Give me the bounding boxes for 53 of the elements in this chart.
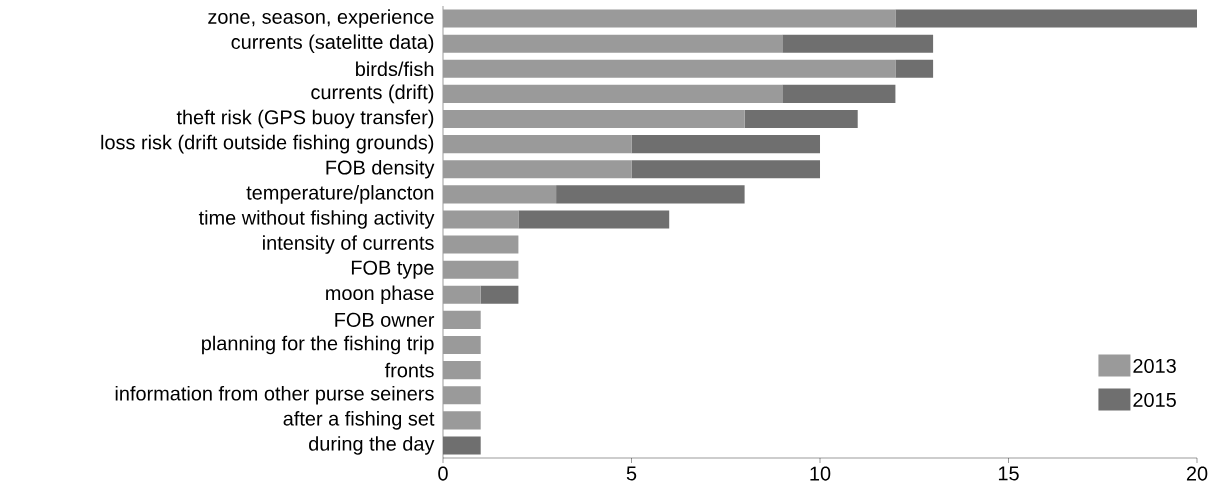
bar (443, 361, 481, 380)
bar (443, 109, 745, 129)
y-tick-label: FOB owner (335, 312, 435, 327)
bar (443, 436, 481, 455)
y-tick-label: time without fishing activity (198, 210, 435, 229)
bar (443, 210, 519, 229)
y-tick-label: birds/fish (356, 61, 434, 77)
x-tick-label: 15 (998, 466, 1019, 481)
y-tick-label: after a fishing set (283, 411, 435, 430)
bar (480, 285, 519, 304)
bar (556, 185, 745, 204)
bar (518, 210, 670, 229)
y-tick-label: currents (drift) (311, 84, 434, 104)
legend-label: 2015 (1133, 392, 1176, 408)
y-tick-label: zone, season, experience (208, 9, 434, 28)
bar (443, 235, 519, 254)
bar (443, 260, 519, 279)
bar (895, 59, 934, 78)
x-tick-label: 0 (438, 466, 448, 481)
y-tick-label: moon phase (326, 285, 434, 305)
bar (443, 84, 783, 103)
bar (443, 160, 632, 179)
y-tick-label: FOB type (351, 260, 434, 279)
bar (443, 34, 783, 53)
bar (443, 386, 481, 405)
x-tick-label: 5 (626, 466, 637, 481)
y-tick-label: FOB density (326, 159, 435, 179)
y-tick-label: loss risk (drift outside fishing grounds) (101, 134, 434, 154)
bar (782, 84, 896, 103)
bar (744, 109, 858, 129)
bar (631, 135, 820, 154)
bar (782, 34, 934, 53)
y-tick-label: intensity of currents (263, 235, 434, 254)
bar (443, 9, 896, 28)
legend-label: 2013 (1133, 358, 1176, 374)
bar (443, 285, 481, 304)
y-tick-label: currents (satelitte data) (231, 34, 434, 53)
y-tick-label: planning for the fishing trip (202, 335, 434, 355)
bar (443, 310, 481, 329)
x-tick-label: 10 (810, 466, 831, 481)
y-tick-label: during the day (309, 436, 435, 455)
y-tick-label: fronts (384, 362, 434, 378)
bar (443, 411, 481, 430)
bar (895, 9, 1198, 28)
y-tick-label: theft risk (GPS buoy transfer) (176, 109, 434, 129)
bar (443, 135, 632, 154)
x-tick-label: 20 (1186, 466, 1208, 481)
y-tick-label: temperature/plancton (246, 185, 434, 204)
bar (443, 185, 557, 204)
bar (443, 335, 481, 355)
bar (631, 160, 820, 179)
y-tick-label: information from other purse seiners (115, 385, 434, 405)
bar (443, 59, 896, 78)
